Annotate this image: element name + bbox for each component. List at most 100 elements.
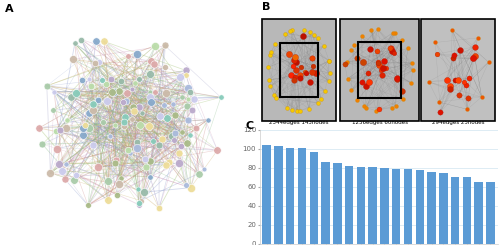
Point [474,36,482,40]
Point [292,55,300,59]
Point [325,59,333,63]
Point [290,58,298,62]
Point [182,73,190,76]
Point [296,76,304,80]
Point [325,79,333,83]
Point [368,28,376,32]
Point [190,97,198,101]
Point [344,77,351,81]
Point [186,186,194,190]
Bar [486,182,494,244]
Point [456,93,464,97]
Point [301,70,309,74]
Point [404,47,412,50]
Point [464,107,471,111]
Point [175,151,183,155]
Point [456,48,464,51]
Point [84,203,92,207]
Point [94,165,102,169]
Point [204,118,212,122]
Point [102,83,110,86]
Point [56,128,64,132]
Point [299,34,307,38]
Point [69,57,77,61]
Point [432,40,440,44]
Point [288,28,296,32]
Point [134,52,141,56]
Point [138,111,146,115]
Point [308,70,316,74]
Point [70,178,78,182]
Point [292,60,300,64]
Point [114,193,122,197]
Bar [345,166,354,244]
Point [450,56,458,60]
Point [192,126,200,130]
Point [293,109,301,113]
Point [297,65,305,69]
Point [85,126,93,130]
Point [132,140,140,144]
Point [85,77,93,81]
Point [79,133,87,137]
Point [60,177,68,181]
Point [99,120,107,124]
Point [160,43,168,47]
Point [448,28,456,32]
Point [130,109,138,112]
Point [53,147,61,151]
Point [103,99,111,103]
Point [350,43,358,47]
Bar [340,19,419,121]
Point [374,107,382,111]
Point [164,160,172,164]
Point [317,97,325,100]
Point [146,72,154,76]
Point [63,118,71,122]
Point [43,84,51,88]
Point [408,61,416,65]
Point [124,148,132,152]
Point [71,41,79,45]
Text: A: A [5,4,14,14]
Point [146,175,154,179]
Point [388,46,396,50]
Point [46,171,54,175]
Point [390,32,398,36]
Point [266,85,274,88]
Point [162,44,170,48]
Bar [356,167,365,244]
Point [398,37,406,41]
Point [134,187,141,191]
Point [108,90,116,94]
Point [264,65,272,69]
Point [283,106,291,110]
Point [460,80,468,84]
Point [85,110,93,114]
Point [464,96,472,100]
Bar [404,169,412,244]
Point [170,138,178,142]
Bar [474,182,483,244]
Point [272,97,280,100]
Point [424,80,432,84]
Point [112,158,120,162]
Point [80,126,88,130]
Point [106,134,114,138]
Point [104,198,112,202]
Point [388,49,396,52]
Bar [298,148,306,244]
Point [347,88,355,92]
Point [184,97,192,101]
Point [340,62,348,66]
Point [68,95,76,99]
Point [374,61,382,65]
Point [162,91,170,95]
Point [146,124,154,128]
Point [168,134,176,138]
Point [288,108,296,112]
Point [390,51,398,55]
Point [78,78,86,82]
Point [436,110,444,114]
Point [271,42,279,46]
